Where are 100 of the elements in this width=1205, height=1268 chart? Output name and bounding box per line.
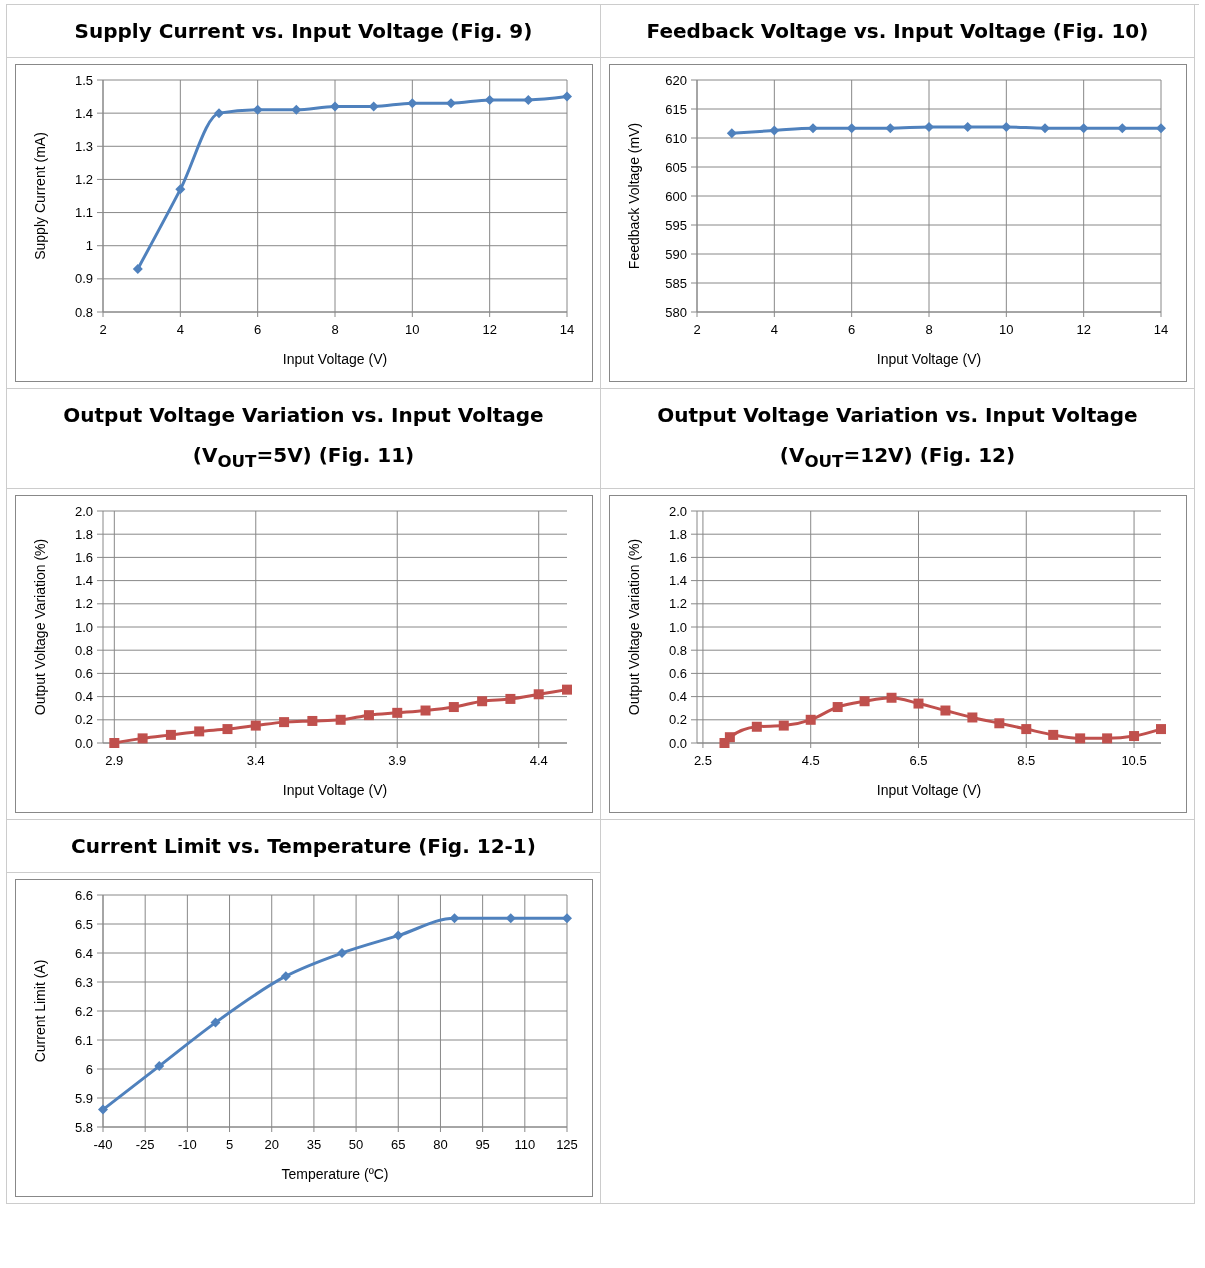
x-tick-label: 6.5 [909, 753, 928, 768]
point [154, 1061, 165, 1072]
point [222, 724, 233, 735]
x-tick-label: 10 [405, 322, 420, 337]
y-tick-label: 6.5 [74, 916, 93, 932]
x-tick-label: 50 [348, 1137, 364, 1152]
y-tick-label: 2.0 [668, 503, 687, 519]
point [913, 698, 924, 709]
y-tick-label: 0.8 [74, 304, 93, 320]
x-tick-label: 4 [176, 322, 184, 337]
point [363, 710, 374, 721]
y-tick-label: 1.6 [74, 549, 93, 565]
point [1075, 733, 1086, 744]
point [1048, 729, 1059, 740]
point [132, 263, 143, 274]
point [940, 705, 951, 716]
y-axis-title: Current Limit (A) [32, 959, 48, 1063]
chart-title: Supply Current vs. Input Voltage (Fig. 9) [7, 5, 600, 58]
y-tick-label: 1.2 [668, 596, 687, 612]
x-tick-label: 10.5 [1121, 753, 1147, 768]
point [109, 738, 120, 748]
y-tick-label: 1.4 [74, 105, 93, 121]
y-tick-label: 1 [85, 238, 93, 254]
y-tick-label: 1.3 [74, 138, 93, 154]
x-tick-label: 80 [433, 1137, 448, 1152]
point [330, 101, 340, 112]
chart-title: Output Voltage Variation vs. Input Voltage (V$_{OUT}$=12V) (Fig. 12) [601, 389, 1194, 489]
point [393, 930, 404, 941]
point [751, 721, 762, 732]
point [778, 720, 789, 731]
y-tick-label: 0.4 [668, 689, 687, 705]
y-tick-label: 1.2 [74, 596, 93, 612]
x-axis-title: Temperature (ºC) [281, 1166, 389, 1182]
point [420, 705, 431, 716]
y-tick-label: 6.3 [74, 974, 93, 990]
point [214, 108, 224, 119]
x-tick-label: 12 [1076, 322, 1091, 337]
x-tick-label: 110 [514, 1137, 536, 1152]
y-tick-label: 1.8 [74, 526, 93, 542]
x-tick-label: 4 [770, 322, 778, 337]
y-tick-label: 0.0 [668, 735, 687, 751]
y-tick-label: 1.5 [74, 72, 93, 88]
x-tick-label: 8 [331, 322, 339, 337]
y-tick-label: 5.8 [74, 1119, 93, 1135]
y-tick-label: 1.8 [668, 526, 687, 542]
x-tick-label: -10 [177, 1137, 197, 1152]
y-tick-label: 1.4 [74, 573, 93, 589]
y-axis-title: Output Voltage Variation (%) [32, 538, 48, 716]
y-tick-label: 2.0 [74, 503, 93, 519]
point [291, 104, 302, 115]
point [1129, 731, 1140, 742]
point [1102, 733, 1113, 744]
y-tick-label: 5.9 [74, 1090, 93, 1106]
y-tick-label: 0.2 [668, 712, 687, 728]
x-tick-label: 8.5 [1017, 753, 1036, 768]
point [1156, 724, 1166, 735]
point [994, 718, 1005, 729]
point [279, 717, 290, 728]
point [859, 696, 870, 707]
point [165, 729, 176, 740]
y-tick-label: 615 [665, 101, 687, 117]
y-tick-label: 1.6 [668, 549, 687, 565]
y-tick-label: 605 [665, 159, 687, 175]
x-tick-label: 14 [1153, 322, 1169, 337]
x-tick-label: -25 [135, 1137, 155, 1152]
x-tick-label: 65 [391, 1137, 406, 1152]
y-tick-label: 6.4 [74, 945, 93, 961]
y-tick-label: 585 [665, 275, 687, 291]
point [446, 98, 456, 109]
y-tick-label: 590 [665, 246, 687, 262]
x-tick-label: 12 [482, 322, 497, 337]
y-tick-label: 600 [665, 188, 687, 204]
x-tick-label: 4.4 [529, 753, 548, 768]
point [505, 693, 516, 704]
x-tick-label: 2 [693, 322, 701, 337]
y-tick-label: 6 [85, 1061, 93, 1077]
x-tick-label: 2 [99, 322, 107, 337]
y-tick-label: 1.2 [74, 171, 93, 187]
x-axis-title: Input Voltage (V) [282, 782, 388, 798]
chart-title: Feedback Voltage vs. Input Voltage (Fig. 10) [601, 5, 1194, 58]
x-tick-label: 8 [925, 322, 933, 337]
x-tick-label: 6 [254, 322, 262, 337]
point [805, 714, 816, 725]
point [407, 98, 418, 109]
x-tick-label: 125 [556, 1137, 578, 1152]
point [886, 692, 897, 703]
point [280, 971, 291, 982]
x-tick-label: 2.5 [693, 753, 712, 768]
x-tick-label: 3.9 [388, 753, 407, 768]
point [505, 913, 516, 924]
x-tick-label: 4.5 [801, 753, 820, 768]
point [724, 732, 735, 743]
chart-title: Output Voltage Variation vs. Input Voltage (V$_{OUT}$=5V) (Fig. 11) [7, 389, 600, 489]
point [832, 702, 843, 713]
y-tick-label: 595 [665, 217, 687, 233]
point [477, 696, 488, 707]
point [967, 712, 978, 723]
point [252, 104, 263, 115]
point [194, 726, 205, 737]
point [250, 720, 261, 731]
